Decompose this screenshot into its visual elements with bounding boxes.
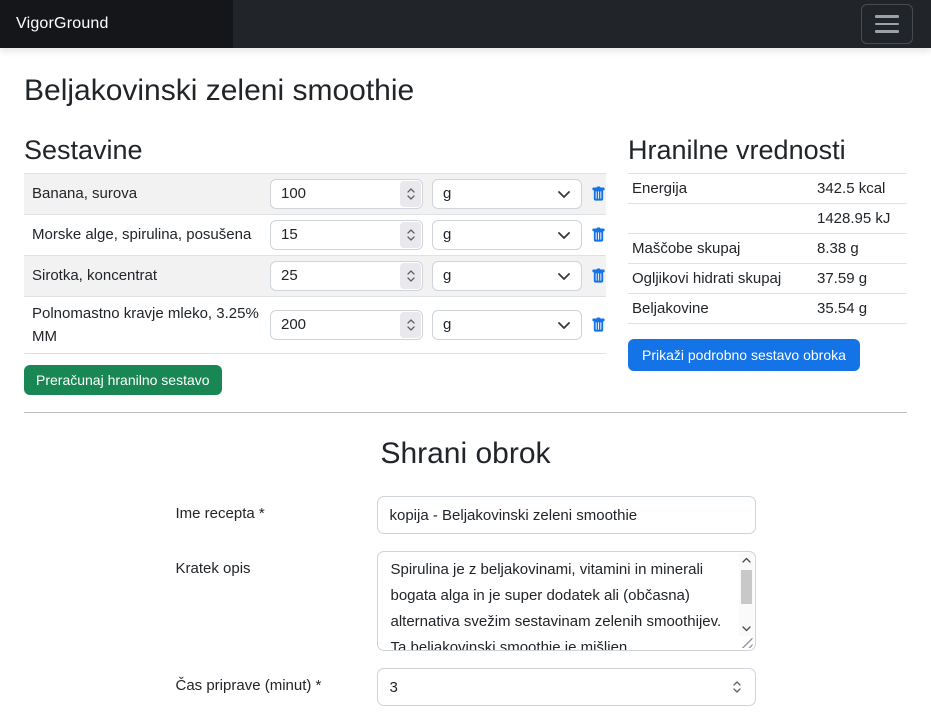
chevron-down-icon <box>558 272 570 280</box>
delete-ingredient-button[interactable] <box>591 317 606 333</box>
nutrition-value: 37.59 g <box>817 269 868 287</box>
recalculate-button[interactable]: Preračunaj hranilno sestavo <box>24 365 222 396</box>
quantity-input[interactable] <box>270 260 423 291</box>
quantity-input[interactable] <box>270 178 423 209</box>
prep-time-stepper[interactable] <box>727 670 748 704</box>
quantity-stepper[interactable] <box>400 221 421 248</box>
scroll-down-icon[interactable] <box>741 622 751 636</box>
unit-select-value: g <box>443 226 452 244</box>
show-details-button[interactable]: Prikaži podrobno sestavo obroka <box>628 338 860 371</box>
chevron-down-icon <box>558 321 570 329</box>
ingredient-name: Morske alge, spirulina, posušena <box>32 225 252 243</box>
nutrition-value: 35.54 g <box>817 299 868 317</box>
unit-select[interactable]: g <box>432 260 582 291</box>
ingredient-name: Sirotka, koncentrat <box>32 266 158 284</box>
quantity-input[interactable] <box>270 219 423 250</box>
nutrition-row: Beljakovine 35.54 g <box>628 292 907 323</box>
nutrition-value: 1428.95 kJ <box>817 209 891 227</box>
trash-icon <box>592 268 605 283</box>
prep-time-input[interactable] <box>376 668 756 707</box>
nutrition-section: Hranilne vrednosti Energija 342.5 kcal 1… <box>628 135 907 396</box>
brand[interactable]: VigorGround <box>16 15 109 32</box>
save-heading: Shrani obrok <box>380 437 551 471</box>
trash-icon <box>592 227 605 242</box>
nutrition-label: Ogljikovi hidrati skupaj <box>632 269 782 287</box>
chevron-down-icon <box>558 190 570 198</box>
unit-select[interactable]: g <box>432 219 582 250</box>
unit-select[interactable]: g <box>432 178 582 209</box>
resize-grip[interactable] <box>740 636 753 649</box>
description-textarea[interactable]: Spirulina je z beljakovinami, vitamini i… <box>376 551 756 652</box>
quantity-stepper[interactable] <box>400 180 421 207</box>
navbar-toggler-button[interactable] <box>861 4 913 44</box>
description-text: Spirulina je z beljakovinami, vitamini i… <box>390 561 722 652</box>
trash-icon <box>592 317 605 332</box>
recipe-name-label: Ime recepta * <box>175 505 265 523</box>
nutrition-row: Maščobe skupaj 8.38 g <box>628 232 907 263</box>
recipe-name-input[interactable] <box>376 496 756 535</box>
description-label: Kratek opis <box>175 560 251 578</box>
quantity-stepper[interactable] <box>400 311 421 338</box>
delete-ingredient-button[interactable] <box>591 186 606 202</box>
nutrition-table: Energija 342.5 kcal 1428.95 kJ Maščobe s… <box>628 172 907 324</box>
unit-select[interactable]: g <box>432 309 582 340</box>
nutrition-value: 8.38 g <box>817 239 859 257</box>
ingredients-table: Banana, surova g <box>24 172 606 355</box>
nutrition-heading: Hranilne vrednosti <box>628 134 846 165</box>
save-meal-section: Shrani obrok Ime recepta * Kratek opis S… <box>24 437 907 713</box>
delete-ingredient-button[interactable] <box>591 227 606 243</box>
ingredient-row: Banana, surova g <box>24 172 606 214</box>
nutrition-label: Maščobe skupaj <box>632 239 741 257</box>
page-title: Beljakovinski zeleni smoothie <box>24 74 415 107</box>
ingredient-row: Morske alge, spirulina, posušena g <box>24 213 606 255</box>
scroll-up-icon[interactable] <box>741 553 751 567</box>
hamburger-icon <box>875 15 899 18</box>
trash-icon <box>592 186 605 201</box>
quantity-input[interactable] <box>270 309 423 340</box>
unit-select-value: g <box>443 267 452 285</box>
scrollbar-thumb[interactable] <box>740 570 752 605</box>
unit-select-value: g <box>443 185 452 203</box>
brand-block: VigorGround <box>0 0 233 48</box>
nutrition-value: 342.5 kcal <box>817 179 886 197</box>
textarea-scrollbar[interactable] <box>738 553 754 637</box>
nutrition-row: Energija 342.5 kcal <box>628 172 907 203</box>
chevron-down-icon <box>558 231 570 239</box>
quantity-stepper[interactable] <box>400 262 421 289</box>
prep-time-label: Čas priprave (minut) * <box>175 677 322 695</box>
ingredient-row: Sirotka, koncentrat g <box>24 254 606 296</box>
delete-ingredient-button[interactable] <box>591 268 606 284</box>
ingredient-name: Banana, surova <box>32 184 138 202</box>
nutrition-label: Energija <box>632 179 688 197</box>
ingredient-name: Polnomastno kravje mleko, 3.25% MM <box>32 304 259 345</box>
nutrition-label: Beljakovine <box>632 299 709 317</box>
nutrition-row: Ogljikovi hidrati skupaj 37.59 g <box>628 262 907 293</box>
navbar: VigorGround <box>0 0 931 48</box>
divider <box>24 412 907 414</box>
ingredient-row: Polnomastno kravje mleko, 3.25% MM g <box>24 295 606 354</box>
nutrition-row: 1428.95 kJ <box>628 202 907 233</box>
unit-select-value: g <box>443 316 452 334</box>
ingredients-section: Sestavine Banana, surova g <box>24 135 606 396</box>
ingredients-heading: Sestavine <box>24 134 143 165</box>
